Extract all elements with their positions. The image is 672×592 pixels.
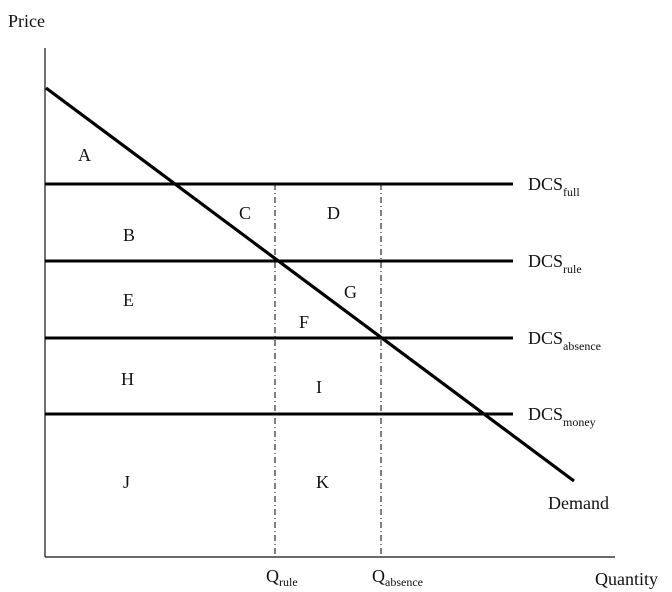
x-axis-label: Quantity xyxy=(595,569,658,589)
region-label-d: D xyxy=(327,203,340,223)
dcs-money-label: DCSmoney xyxy=(528,404,596,429)
q-rule-label: Qrule xyxy=(266,566,298,589)
region-label-k: K xyxy=(316,472,329,492)
region-label-a: A xyxy=(78,145,91,165)
region-label-i: I xyxy=(316,377,322,397)
region-label-c: C xyxy=(239,203,251,223)
region-label-g: G xyxy=(344,282,357,302)
region-label-b: B xyxy=(123,225,135,245)
dcs-rule-label: DCSrule xyxy=(528,251,582,276)
dcs-absence-label: DCSabsence xyxy=(528,328,601,353)
region-label-f: F xyxy=(299,312,309,332)
demand-curve xyxy=(45,86,575,483)
region-label-e: E xyxy=(123,290,134,310)
region-label-j: J xyxy=(123,472,130,492)
q-absence-label: Qabsence xyxy=(372,566,423,589)
y-axis-label: Price xyxy=(8,11,45,31)
demand-label: Demand xyxy=(548,493,609,513)
dcs-full-label: DCSfull xyxy=(528,174,580,199)
region-label-h: H xyxy=(121,369,134,389)
